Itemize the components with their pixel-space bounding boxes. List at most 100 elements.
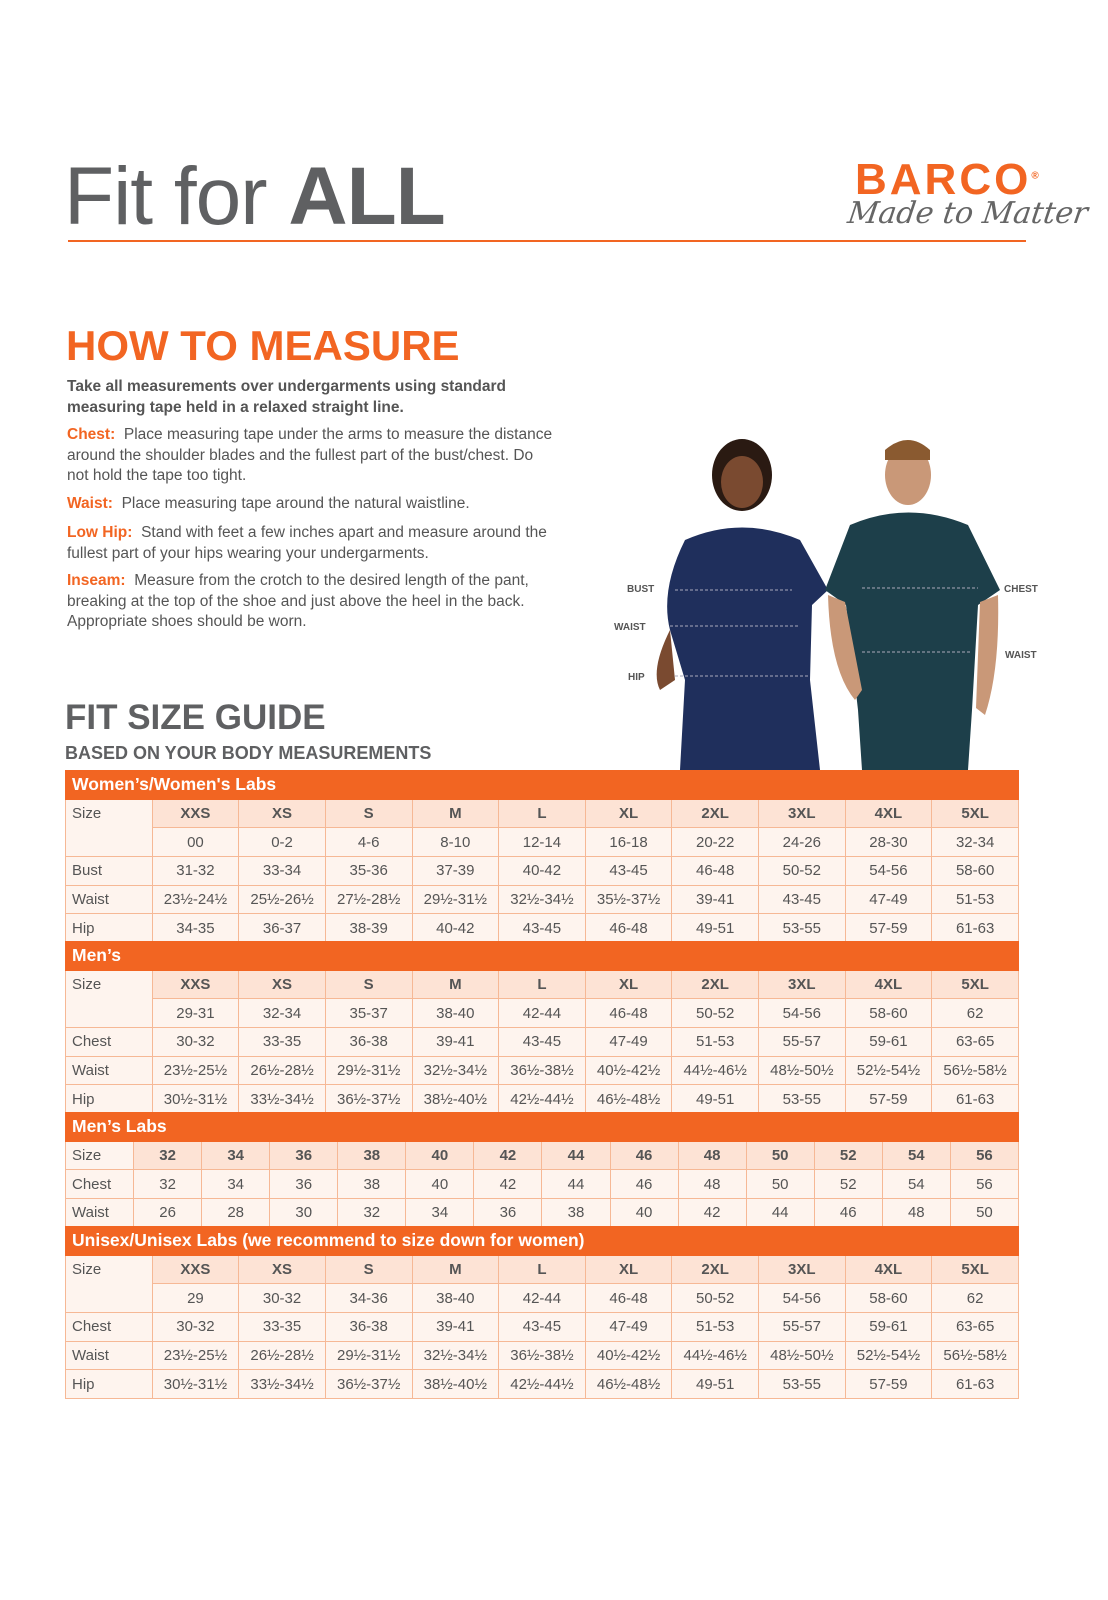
table-cell: 33½-34½ xyxy=(238,1369,326,1400)
table-cell: 59-61 xyxy=(844,1312,933,1342)
table-cell: 48½-50½ xyxy=(758,1055,846,1086)
size-header: XS xyxy=(238,969,326,1000)
table-cell: 23½-25½ xyxy=(151,1340,240,1371)
table-cell: 38½-40½ xyxy=(411,1084,500,1115)
table-cell: 40½-42½ xyxy=(584,1340,673,1371)
table-cell: 0-2 xyxy=(238,827,326,858)
section-title: Unisex/Unisex Labs (we recommend to size… xyxy=(65,1226,1019,1256)
table-cell: 57-59 xyxy=(844,1369,933,1400)
size-header: XS xyxy=(238,798,326,829)
table-cell: 23½-25½ xyxy=(151,1055,240,1086)
table-cell: 33½-34½ xyxy=(238,1084,326,1115)
measure-low-hip: Low Hip: Stand with feet a few inches ap… xyxy=(67,524,547,562)
table-cell: 8-10 xyxy=(411,827,500,858)
table-cell: 50-52 xyxy=(758,856,846,886)
size-table: Unisex/Unisex Labs (we recommend to size… xyxy=(65,1226,1019,1400)
table-cell: 37-39 xyxy=(411,856,500,886)
table-cell: 32 xyxy=(337,1198,407,1228)
table-cell: 42 xyxy=(473,1169,543,1200)
table-cell: 32½-34½ xyxy=(498,884,586,915)
table-cell: 61-63 xyxy=(931,1084,1019,1115)
row-label: Size xyxy=(65,969,153,1029)
table-cell: 58-60 xyxy=(844,998,933,1029)
table-cell: 52 xyxy=(813,1169,883,1200)
table-row: Size XXS XS S M L XL 2XL 3XL 4XL 5XL xyxy=(65,798,1019,858)
table-cell: 46 xyxy=(813,1198,883,1228)
table-cell: 27½-28½ xyxy=(324,884,413,915)
table-cell: 56 xyxy=(949,1169,1020,1200)
table-cell: 48 xyxy=(881,1198,951,1228)
table-row: Hip 30½-31½ 33½-34½ 36½-37½ 38½-40½ 42½-44½ 46… xyxy=(65,1369,1019,1400)
table-cell: 30-32 xyxy=(238,1283,326,1314)
table-cell: 38½-40½ xyxy=(411,1369,500,1400)
section-title: Men’s Labs xyxy=(65,1112,1019,1142)
table-cell: 57-59 xyxy=(844,1084,933,1115)
table-cell: 40 xyxy=(405,1169,475,1200)
size-header: M xyxy=(411,798,500,829)
table-cell: 36½-38½ xyxy=(498,1340,586,1371)
table-cell: 26 xyxy=(133,1198,203,1228)
section-title: Men’s xyxy=(65,941,1019,971)
table-cell: 42 xyxy=(677,1198,747,1228)
table-row: Size XXS XS S M L XL 2XL 3XL 4XL 5XL xyxy=(65,1254,1019,1314)
table-cell: 58-60 xyxy=(931,856,1019,886)
table-cell: 44½-46½ xyxy=(671,1055,759,1086)
row-label: Chest xyxy=(65,1312,153,1342)
table-cell: 34-36 xyxy=(324,1283,413,1314)
table-row: Hip 30½-31½ 33½-34½ 36½-37½ 38½-40½ 42½-44½ 46… xyxy=(65,1084,1019,1115)
table-cell: 48 xyxy=(677,1169,747,1200)
row-label: Chest xyxy=(65,1027,153,1057)
table-cell: 20-22 xyxy=(671,827,759,858)
table-cell: 36½-37½ xyxy=(324,1369,413,1400)
table-cell: 35-36 xyxy=(324,856,413,886)
measure-waist: Waist: Place measuring tape around the n… xyxy=(67,495,470,512)
fit-size-guide-heading: FIT SIZE GUIDE xyxy=(65,698,326,737)
bust-label: BUST xyxy=(627,584,654,595)
row-label: Size xyxy=(65,798,153,858)
row-label: Waist xyxy=(65,884,153,915)
size-header: 3XL xyxy=(758,969,846,1000)
table-cell: 4-6 xyxy=(324,827,413,858)
table-cell: 49-51 xyxy=(671,1369,759,1400)
table-cell: 62 xyxy=(931,1283,1019,1314)
table-cell: 36-37 xyxy=(238,913,326,944)
measure-intro: Take all measurements over undergarments… xyxy=(67,378,507,416)
size-header: XS xyxy=(238,1254,326,1285)
brand-logo: BARCO® xyxy=(855,155,1039,204)
table-cell: 39-41 xyxy=(671,884,759,915)
hip-label: HIP xyxy=(628,672,645,683)
table-cell: 49-51 xyxy=(671,1084,759,1115)
size-header: L xyxy=(498,969,586,1000)
table-cell: 50-52 xyxy=(671,998,759,1029)
measure-inseam: Inseam: Measure from the crotch to the d… xyxy=(67,572,529,630)
table-cell: 46-48 xyxy=(671,856,759,886)
table-row: Waist 26 28 30 32 34 36 38 40 42 44 46 48 50 xyxy=(64,1198,1020,1228)
table-cell: 30 xyxy=(269,1198,339,1228)
size-header: S xyxy=(324,969,413,1000)
size-header: XXS xyxy=(151,798,240,829)
table-cell: 53-55 xyxy=(758,913,846,944)
row-label: Bust xyxy=(65,856,153,886)
table-cell: 33-34 xyxy=(238,856,326,886)
table-cell: 38-39 xyxy=(324,913,413,944)
table-row: Chest 32 34 36 38 40 42 44 46 48 50 52 54 56 xyxy=(64,1169,1020,1200)
table-row: Waist 23½-24½ 25½-26½ 27½-28½ 29½-31½ 32½-34½… xyxy=(65,884,1019,915)
size-header: 2XL xyxy=(671,1254,759,1285)
table-cell: 30½-31½ xyxy=(151,1369,240,1400)
table-cell: 12-14 xyxy=(498,827,586,858)
size-header: 5XL xyxy=(931,798,1019,829)
table-cell: 34 xyxy=(405,1198,475,1228)
row-label: Size xyxy=(65,1254,153,1314)
table-cell: 54 xyxy=(881,1169,951,1200)
table-cell: 32-34 xyxy=(931,827,1019,858)
table-cell: 54-56 xyxy=(758,1283,846,1314)
table-row: Chest 30-32 33-35 36-38 39-41 43-45 47-49 51-53… xyxy=(65,1312,1019,1342)
fit-size-guide-subtitle: BASED ON YOUR BODY MEASUREMENTS xyxy=(65,743,432,763)
table-cell: 29 xyxy=(151,1283,240,1314)
table-cell: 24-26 xyxy=(758,827,846,858)
size-header: 3XL xyxy=(758,1254,846,1285)
table-cell: 38 xyxy=(337,1169,407,1200)
size-header: 44 xyxy=(541,1140,611,1171)
table-cell: 35½-37½ xyxy=(584,884,673,915)
table-cell: 40-42 xyxy=(411,913,500,944)
